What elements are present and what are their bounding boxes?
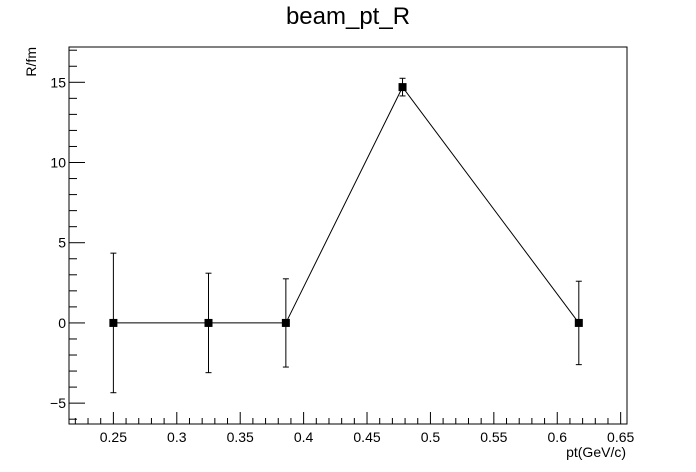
y-tick-label: 5	[58, 235, 66, 251]
y-axis-ticks	[69, 49, 85, 420]
x-axis-tick-labels: 0.25 0.3 0.35 0.4 0.45 0.5 0.55 0.6 0.65	[100, 429, 635, 445]
data-point	[574, 318, 583, 327]
x-tick-label: 0.25	[100, 429, 127, 445]
x-tick-label: 0.55	[480, 429, 507, 445]
y-tick-label: 0	[58, 315, 66, 331]
x-axis-ticks	[74, 412, 622, 424]
y-axis-tick-labels: −5 0 5 10 15	[50, 74, 66, 411]
x-tick-label: 0.5	[421, 429, 441, 445]
x-tick-label: 0.4	[294, 429, 314, 445]
y-tick-label: −5	[50, 395, 66, 411]
plot-area	[68, 46, 628, 425]
data-series	[109, 77, 583, 394]
x-tick-label: 0.6	[548, 429, 568, 445]
x-tick-label: 0.45	[353, 429, 380, 445]
x-tick-label: 0.65	[607, 429, 634, 445]
data-point	[398, 83, 407, 92]
data-point	[109, 318, 118, 327]
series-line	[113, 86, 580, 324]
data-point	[281, 318, 290, 327]
y-tick-label: 10	[50, 155, 66, 171]
data-point	[204, 318, 213, 327]
x-tick-label: 0.3	[167, 429, 187, 445]
x-tick-label: 0.35	[227, 429, 254, 445]
x-axis-title: pt(GeV/c)	[566, 444, 626, 460]
chart-title: beam_pt_R	[286, 3, 410, 30]
y-tick-label: 15	[50, 74, 66, 90]
y-axis-title: R/fm	[23, 47, 39, 77]
